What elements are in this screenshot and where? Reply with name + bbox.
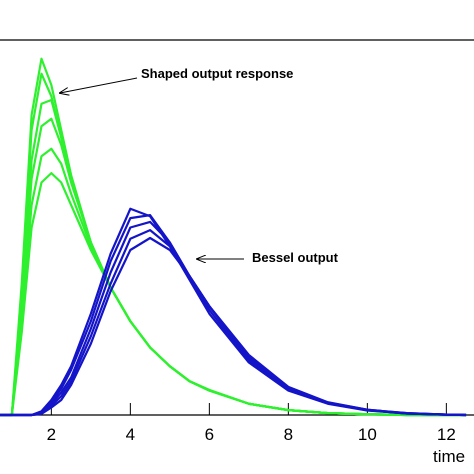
annotation: Bessel output <box>252 250 339 265</box>
x-axis-label: time <box>433 447 465 466</box>
x-tick-label: 2 <box>47 425 56 444</box>
x-tick-label: 8 <box>284 425 293 444</box>
series-line <box>0 57 467 417</box>
x-tick-label: 12 <box>437 425 456 444</box>
annotation: Shaped output response <box>141 66 293 81</box>
annotation-arrow <box>60 77 138 93</box>
series-line <box>0 147 467 417</box>
x-tick-label: 4 <box>126 425 135 444</box>
x-tick-label: 6 <box>205 425 214 444</box>
x-tick-label: 10 <box>358 425 377 444</box>
series-line <box>0 72 467 417</box>
series-line <box>0 172 467 417</box>
series-line <box>0 236 467 417</box>
